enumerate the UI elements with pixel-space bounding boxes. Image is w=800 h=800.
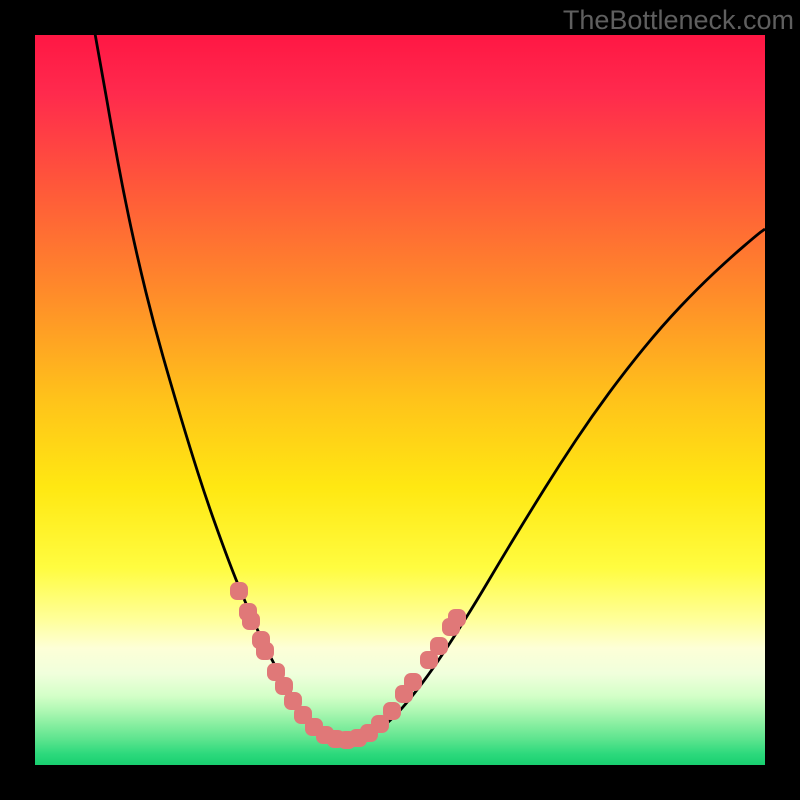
data-marker xyxy=(242,612,260,630)
chart-svg xyxy=(0,0,800,800)
plot-background xyxy=(35,35,765,765)
data-marker xyxy=(404,673,422,691)
data-marker xyxy=(230,582,248,600)
data-marker xyxy=(383,702,401,720)
chart-container: TheBottleneck.com xyxy=(0,0,800,800)
data-marker xyxy=(256,642,274,660)
watermark-text: TheBottleneck.com xyxy=(563,5,794,36)
data-marker xyxy=(448,609,466,627)
data-marker xyxy=(430,637,448,655)
